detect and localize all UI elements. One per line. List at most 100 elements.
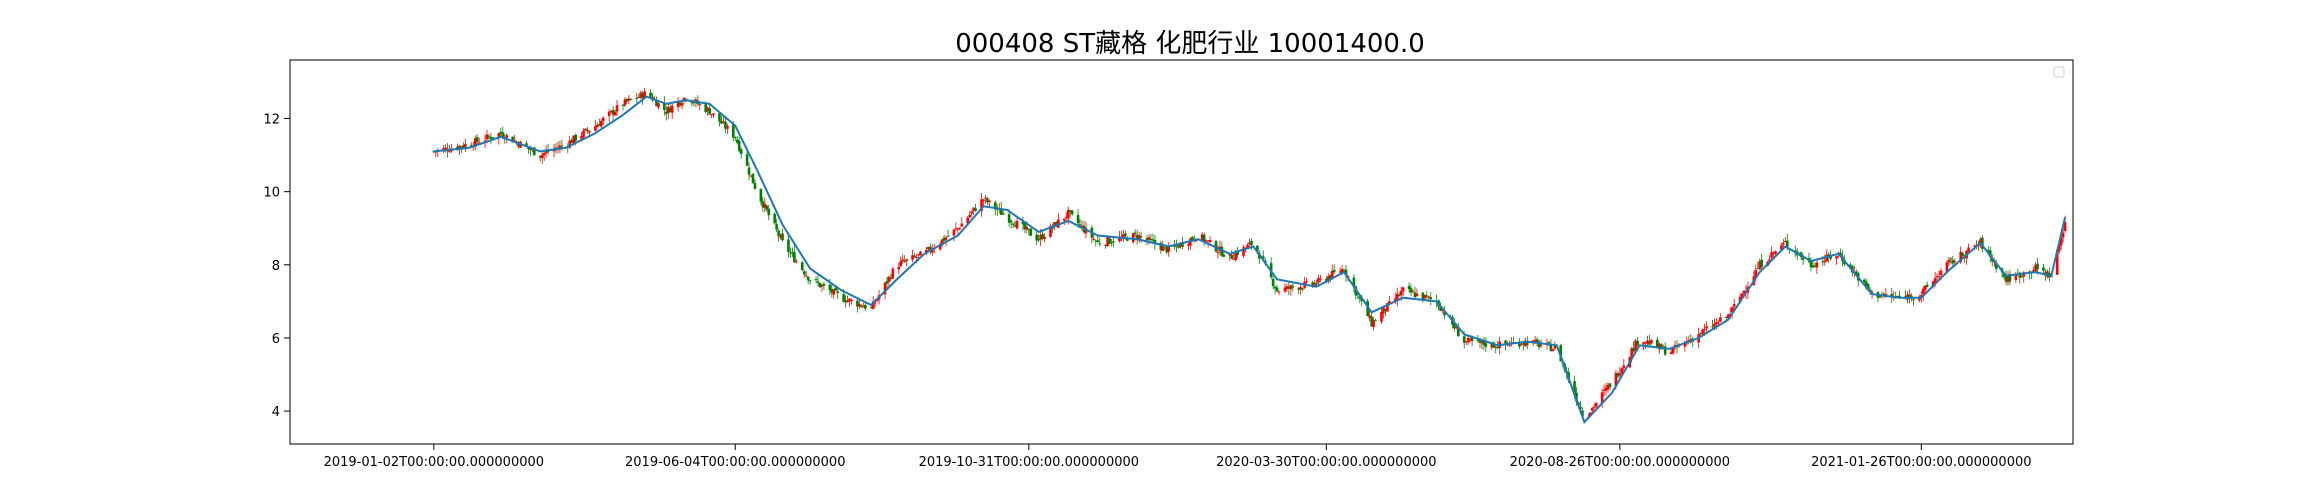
candle-body — [1724, 316, 1728, 318]
candlestick-series — [432, 87, 2067, 420]
candle-body — [1811, 265, 1815, 268]
candle-body — [1518, 342, 1521, 347]
y-axis: 4 6 8 10 12 — [263, 113, 290, 420]
candle-body — [460, 146, 463, 148]
candle-body — [1124, 233, 1127, 237]
candle-body — [1191, 237, 1194, 240]
candle-body — [1953, 260, 1957, 262]
candle-body — [1053, 222, 1056, 227]
candle-body — [1786, 240, 1789, 247]
candle-body — [850, 300, 853, 302]
candle-body — [1768, 259, 1771, 263]
candle-body — [1480, 340, 1484, 344]
candle-body — [432, 151, 436, 153]
candle-body — [1319, 278, 1322, 280]
candle-body — [1380, 311, 1383, 322]
candle-body — [1482, 339, 1486, 345]
candle-body — [1636, 340, 1639, 346]
candle-body — [1758, 261, 1762, 270]
candle-body — [594, 126, 597, 131]
candle-body — [1878, 296, 1882, 298]
candle-body — [1484, 343, 1488, 347]
candle-body — [832, 289, 836, 295]
candle-body — [663, 102, 666, 110]
candle-body — [1646, 340, 1649, 344]
candle-body — [1630, 348, 1633, 359]
candle-body — [473, 138, 477, 148]
candle-body — [1064, 217, 1068, 219]
candle-body — [680, 103, 684, 106]
candle-body — [584, 128, 587, 131]
candle-body — [1632, 347, 1635, 352]
candle-body — [946, 235, 950, 237]
candle-body — [763, 203, 767, 208]
candle-body — [871, 301, 875, 309]
x-tick-label: 2019-01-02T00:00:00.000000000 — [324, 455, 544, 470]
candle-body — [2020, 276, 2024, 278]
candle-body — [863, 304, 867, 309]
candle-body — [1407, 286, 1411, 290]
candle-body — [974, 208, 977, 211]
candle-body — [891, 268, 895, 279]
candle-body — [1967, 247, 1970, 252]
candle-body — [1094, 240, 1098, 242]
candle-body — [1214, 241, 1218, 252]
candle-body — [1421, 292, 1425, 300]
candle-body — [1608, 383, 1612, 388]
candle-body — [1760, 259, 1764, 267]
candle-body — [2042, 267, 2045, 271]
candle-body — [1592, 406, 1596, 408]
candle-body — [1397, 295, 1401, 297]
candle-body — [1730, 306, 1734, 313]
candle-body — [499, 131, 503, 134]
candle-body — [1600, 392, 1604, 404]
candle-body — [477, 142, 481, 144]
candle-body — [1043, 236, 1046, 239]
y-tick-label: 4 — [272, 405, 280, 420]
candle-body — [1340, 269, 1344, 274]
candle-body — [582, 130, 585, 138]
candle-body — [1062, 218, 1066, 221]
candle-body — [1939, 270, 1943, 276]
candle-body — [1098, 243, 1102, 245]
candle-body — [1248, 242, 1251, 245]
candle-body — [1547, 342, 1551, 344]
candle-body — [525, 143, 528, 147]
candle-body — [980, 199, 983, 211]
candle-body — [795, 261, 798, 263]
candle-body — [1949, 258, 1953, 260]
y-tick-label: 12 — [263, 113, 280, 128]
candle-body — [1604, 387, 1608, 391]
candle-body — [960, 223, 964, 227]
candle-body — [2004, 276, 2008, 282]
candle-body — [1151, 239, 1155, 241]
candle-body — [1425, 295, 1429, 297]
candle-body — [615, 105, 619, 112]
candle-body — [1793, 250, 1797, 252]
candle-body — [1835, 256, 1838, 259]
candle-body — [611, 110, 615, 115]
candle-body — [858, 303, 861, 307]
candle-body — [988, 200, 991, 202]
candle-body — [1011, 223, 1015, 225]
candle-body — [889, 277, 893, 279]
candle-body — [735, 139, 739, 143]
candle-body — [1325, 279, 1328, 281]
candle-body — [1622, 365, 1626, 369]
candle-body — [665, 111, 668, 114]
candle-body — [1470, 337, 1474, 342]
candle-body — [1317, 278, 1320, 283]
candle-body — [1297, 288, 1301, 290]
candle-body — [885, 281, 889, 284]
candle-body — [1344, 269, 1348, 276]
candle-body — [570, 140, 574, 143]
candle-body — [1504, 340, 1507, 345]
candle-body — [1037, 239, 1040, 241]
candle-body — [1912, 299, 1915, 301]
candle-body — [1181, 242, 1184, 247]
candle-body — [1275, 287, 1279, 292]
candle-body — [1890, 294, 1894, 297]
candle-body — [649, 92, 652, 97]
candle-body — [1342, 270, 1346, 272]
